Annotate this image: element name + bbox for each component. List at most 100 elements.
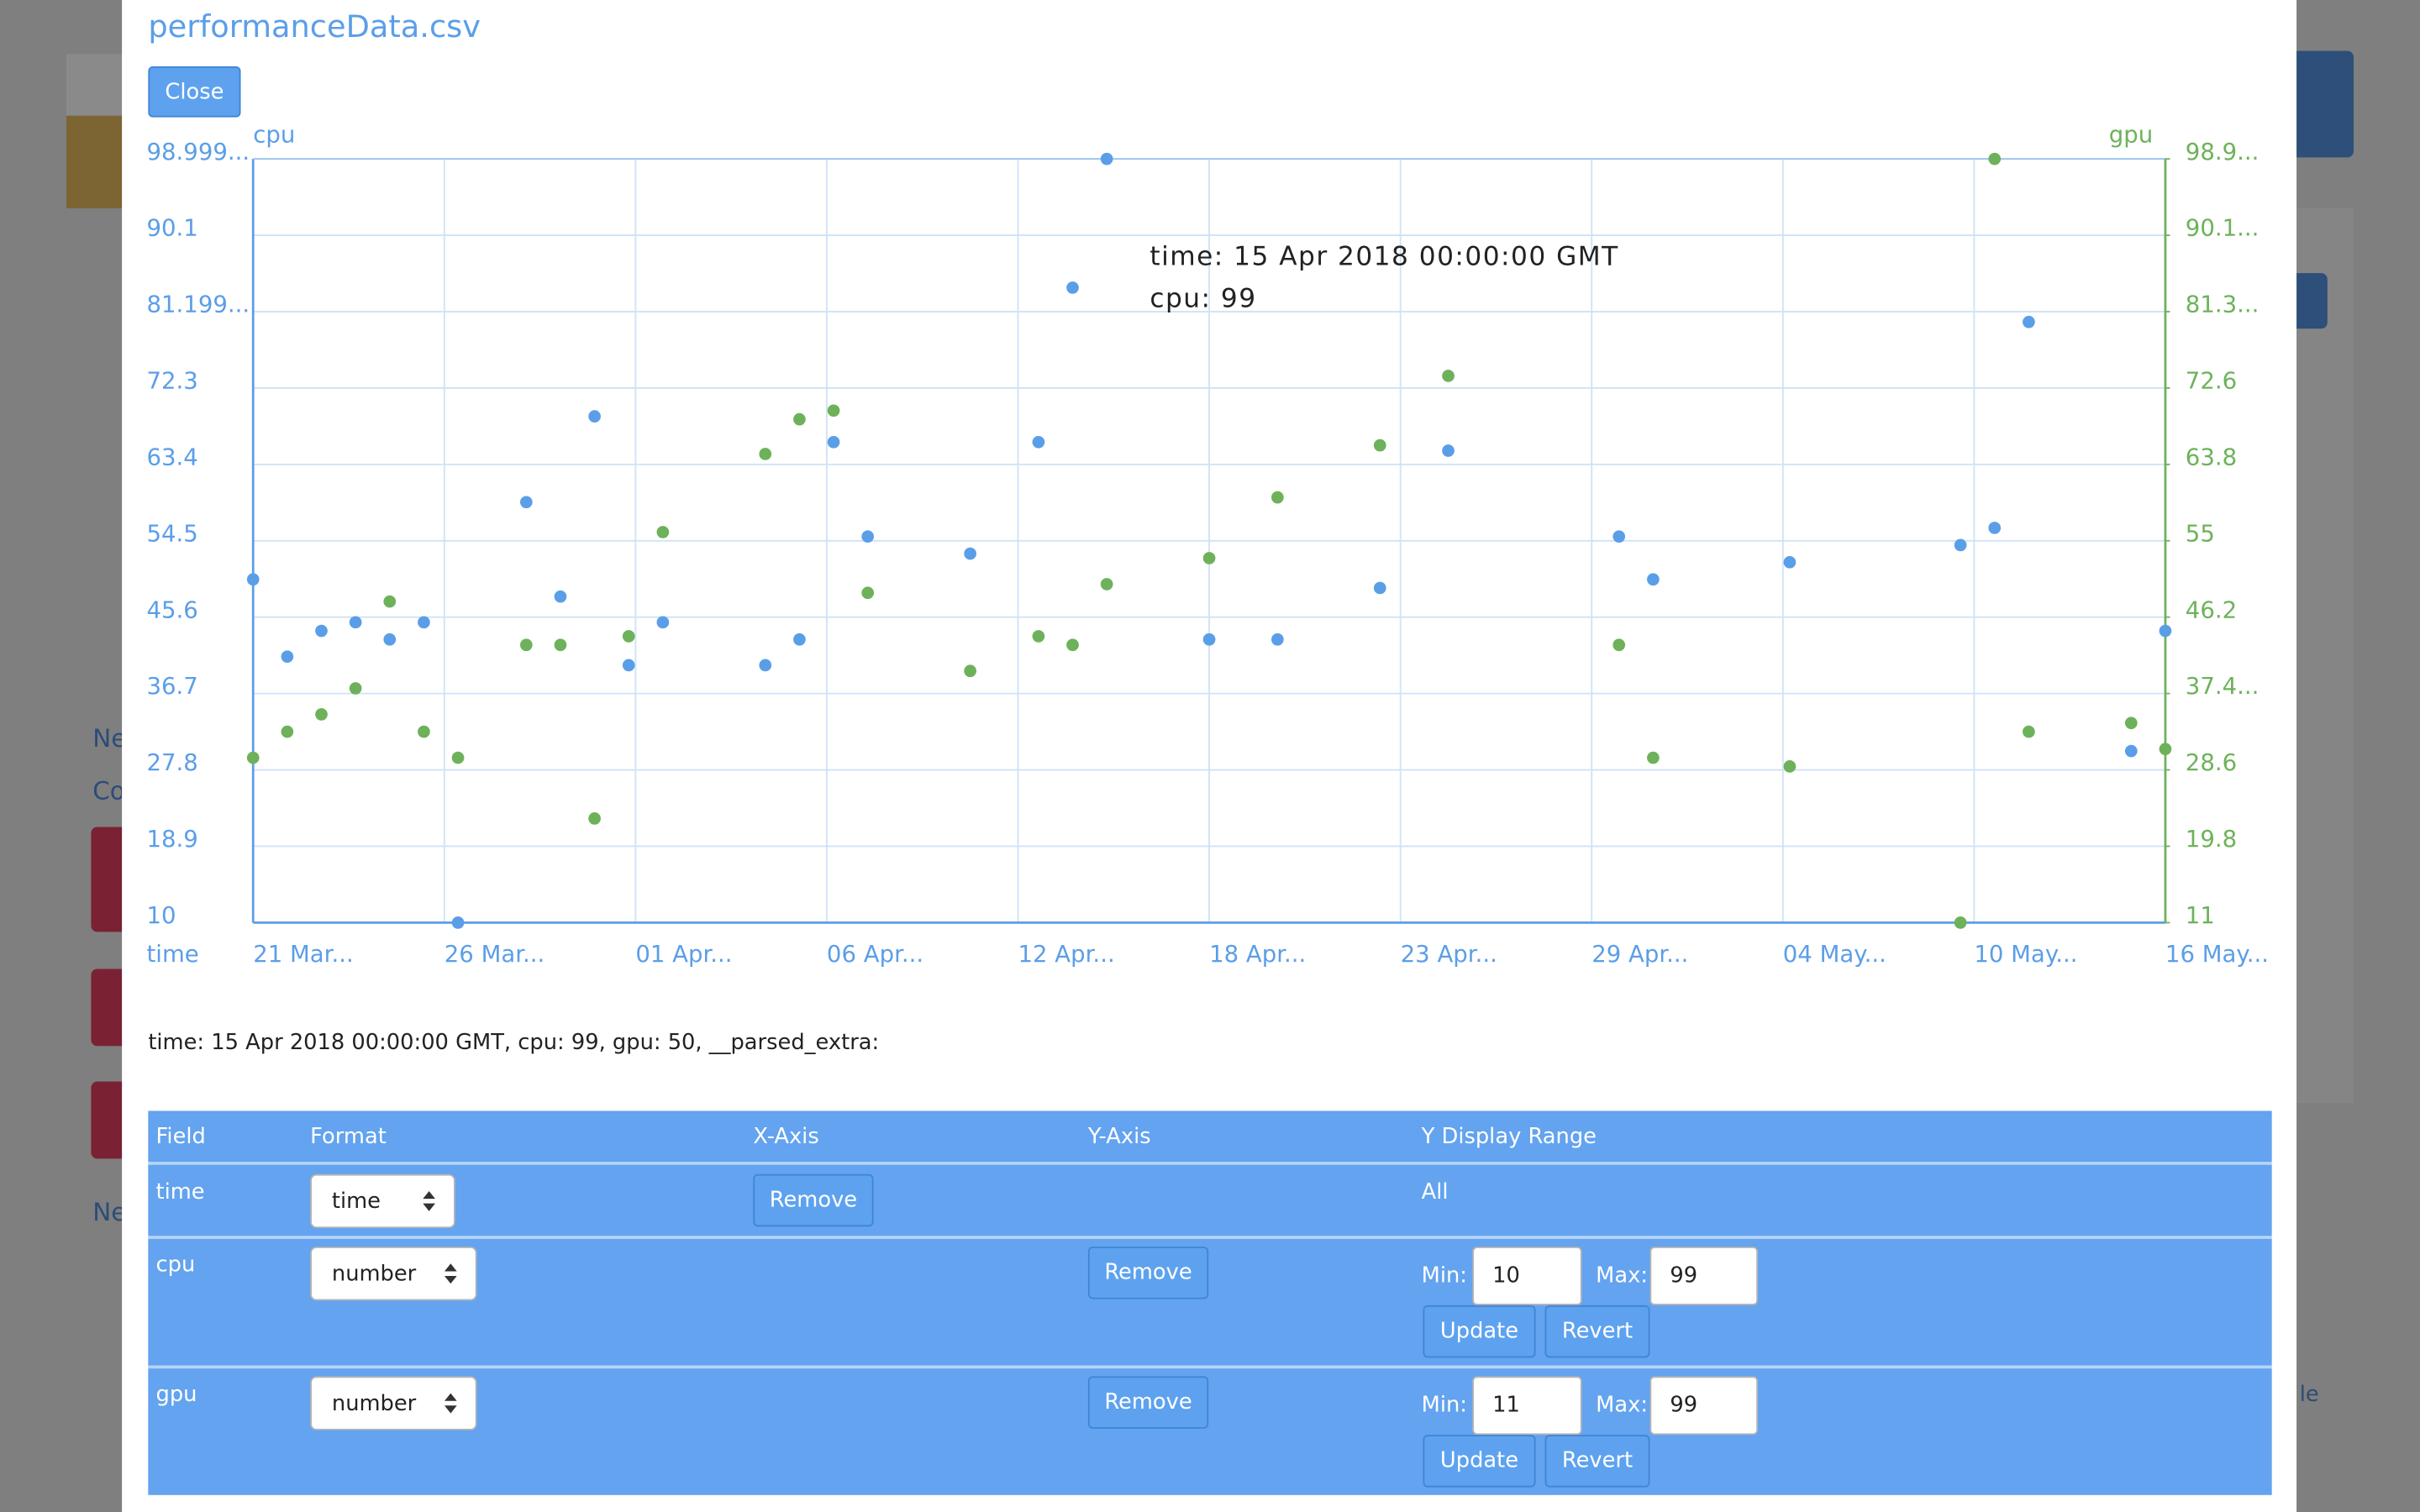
revert-button[interactable]: Revert (1544, 1305, 1650, 1358)
bg-card (66, 115, 129, 208)
table-rule (148, 1236, 2272, 1239)
point (2023, 725, 2035, 738)
x-tick-label: 21 Mar... (253, 941, 354, 968)
y2-tick-label: 72.6 (2186, 368, 2237, 395)
remove-button[interactable]: Remove (753, 1173, 874, 1227)
point (588, 410, 601, 423)
point (349, 616, 362, 629)
point (1954, 916, 1967, 929)
format-select[interactable]: number (310, 1376, 477, 1431)
revert-button[interactable]: Revert (1544, 1435, 1650, 1488)
y2-axis-label: gpu (2109, 122, 2153, 149)
point (1271, 491, 1284, 504)
y2-tick-label: 11 (2186, 902, 2215, 929)
max-input[interactable]: 99 (1649, 1376, 1759, 1436)
update-button[interactable]: Update (1423, 1435, 1536, 1488)
point (759, 659, 772, 672)
point (1783, 760, 1797, 773)
tooltip-text: time: 15 Apr 2018 00:00:00 GMT (1150, 242, 1618, 272)
point (1647, 751, 1660, 764)
point (759, 448, 772, 460)
field-name: gpu (155, 1382, 197, 1408)
close-button[interactable]: Close (148, 66, 241, 118)
point (656, 616, 670, 629)
table-header: Y Display Range (1421, 1124, 1597, 1150)
min-input[interactable]: 10 (1472, 1247, 1582, 1305)
min-label: Min: (1421, 1263, 1467, 1289)
point (2124, 744, 2138, 758)
point (418, 616, 430, 629)
point (519, 638, 533, 652)
y2-tick-label: 37.4... (2186, 673, 2260, 700)
x-axis-label: time (146, 941, 198, 968)
point (315, 624, 328, 638)
bg-text: Co (92, 775, 125, 806)
point (554, 590, 567, 603)
table-header: X-Axis (753, 1124, 819, 1150)
format-select[interactable]: number (310, 1247, 477, 1301)
update-button[interactable]: Update (1423, 1305, 1536, 1358)
y-tick-label: 54.5 (146, 520, 197, 547)
x-tick-label: 06 Apr... (827, 941, 923, 968)
y-tick-label: 98.999... (146, 139, 250, 165)
table (148, 1110, 2272, 1495)
point (1373, 581, 1386, 595)
bg-block (91, 827, 129, 932)
point (1988, 522, 2002, 534)
point (383, 633, 397, 646)
point (1954, 538, 1967, 552)
point (554, 638, 567, 652)
point (1202, 633, 1216, 646)
point (793, 412, 806, 426)
min-input[interactable]: 11 (1472, 1376, 1582, 1436)
chart: 10 18.9 27.8 36.7 45.6 54.5 63.4 72.3 81.199... 9… (146, 122, 2269, 968)
point (2124, 717, 2138, 730)
point (1373, 438, 1386, 452)
selection-text: time: 15 Apr 2018 00:00:00 GMT, cpu: 99,… (148, 1030, 880, 1056)
point (964, 664, 976, 678)
table-header: Format (310, 1124, 387, 1150)
y-tick-label: 10 (146, 902, 176, 929)
point (1271, 633, 1284, 646)
max-input[interactable]: 99 (1649, 1247, 1759, 1305)
point (827, 435, 840, 449)
field-name: time (155, 1180, 205, 1205)
point (622, 630, 635, 643)
y2-tick-label: 19.8 (2186, 826, 2237, 853)
field-name: cpu (155, 1252, 196, 1278)
point (1032, 435, 1045, 449)
y-tick-label: 45.6 (146, 596, 197, 623)
table-header: Y-Axis (1087, 1124, 1151, 1150)
y-tick-label: 36.7 (146, 673, 197, 700)
point (349, 682, 362, 695)
point (1032, 630, 1045, 643)
range-text: All (1421, 1180, 1449, 1205)
point (588, 812, 601, 825)
point (1100, 578, 1113, 591)
point (964, 547, 976, 560)
bg-block (91, 969, 129, 1047)
y-tick-label: 27.8 (146, 749, 197, 776)
bg-text: Ne (92, 1197, 127, 1227)
y-tick-label: 63.4 (146, 444, 197, 471)
point (1442, 370, 1455, 382)
bg-text: le (2299, 1382, 2319, 1408)
point (1647, 573, 1660, 586)
y2-tick-label: 98.9... (2186, 139, 2260, 165)
point (1783, 555, 1797, 569)
table-header: Field (155, 1124, 206, 1150)
y-axis-label: cpu (253, 122, 295, 149)
point (2023, 315, 2035, 328)
y-tick-label: 90.1 (146, 215, 197, 242)
point (451, 751, 465, 764)
bg-card (66, 54, 129, 119)
point (656, 526, 670, 538)
max-label: Max: (1596, 1393, 1649, 1418)
format-select[interactable]: time (310, 1173, 455, 1229)
point (2159, 743, 2172, 756)
point (246, 751, 260, 764)
tooltip-text: cpu: 99 (1150, 283, 1256, 313)
remove-button[interactable]: Remove (1087, 1247, 1209, 1299)
remove-button[interactable]: Remove (1087, 1376, 1209, 1429)
